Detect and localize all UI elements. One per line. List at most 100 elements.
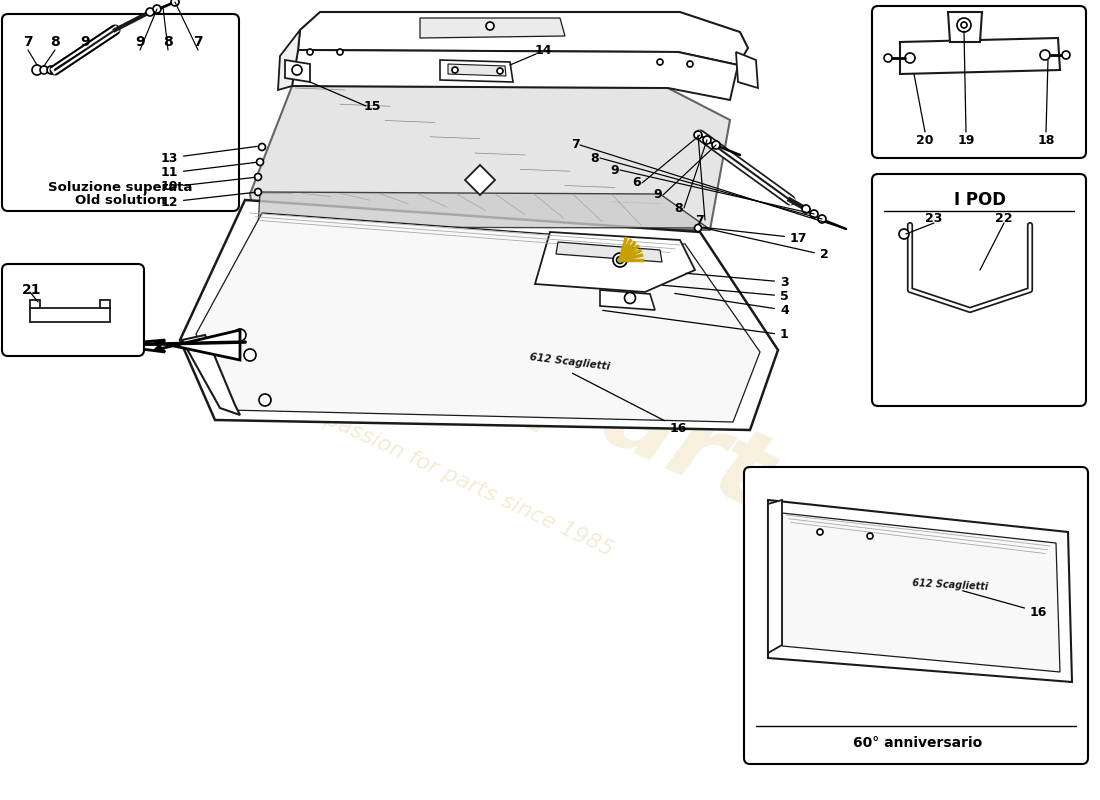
Text: 23: 23 (925, 211, 943, 225)
Circle shape (254, 174, 262, 181)
Polygon shape (900, 38, 1060, 74)
FancyBboxPatch shape (744, 467, 1088, 764)
Text: 8: 8 (674, 202, 683, 214)
Circle shape (452, 67, 458, 73)
Text: 13: 13 (161, 146, 257, 165)
Polygon shape (736, 52, 758, 88)
Circle shape (1040, 50, 1050, 60)
Circle shape (244, 349, 256, 361)
Circle shape (957, 18, 971, 32)
Circle shape (616, 257, 624, 263)
Polygon shape (535, 232, 695, 292)
Circle shape (256, 158, 264, 166)
Circle shape (1062, 51, 1070, 59)
Circle shape (486, 22, 494, 30)
Circle shape (170, 0, 179, 6)
Circle shape (40, 66, 48, 74)
Text: 2: 2 (703, 228, 828, 262)
Text: 5: 5 (663, 286, 789, 302)
Polygon shape (30, 308, 110, 322)
Circle shape (625, 293, 636, 303)
Circle shape (961, 22, 967, 28)
Polygon shape (100, 300, 110, 308)
Text: 10: 10 (161, 178, 255, 194)
Text: 612 Scaglietti: 612 Scaglietti (529, 352, 611, 372)
Text: 4: 4 (674, 294, 789, 317)
Circle shape (497, 68, 503, 74)
Polygon shape (196, 213, 760, 422)
Circle shape (258, 143, 265, 150)
Circle shape (703, 136, 711, 144)
Circle shape (153, 5, 161, 13)
Polygon shape (180, 200, 778, 430)
Circle shape (817, 529, 823, 535)
Circle shape (47, 66, 55, 74)
Polygon shape (600, 290, 654, 310)
Text: 20: 20 (916, 134, 934, 146)
Text: 7: 7 (571, 138, 580, 151)
Polygon shape (440, 60, 513, 82)
Polygon shape (782, 513, 1060, 672)
Circle shape (234, 329, 246, 341)
Text: 21: 21 (22, 283, 42, 297)
Polygon shape (420, 18, 565, 38)
Text: 22: 22 (996, 211, 1013, 225)
Text: 9: 9 (80, 35, 90, 49)
Polygon shape (768, 500, 782, 653)
FancyBboxPatch shape (872, 174, 1086, 406)
Text: 9: 9 (653, 189, 662, 202)
FancyBboxPatch shape (872, 6, 1086, 158)
Text: 14: 14 (535, 43, 552, 57)
Text: 9: 9 (610, 163, 619, 177)
Circle shape (867, 533, 873, 539)
Text: 8: 8 (591, 151, 600, 165)
Text: 16: 16 (962, 590, 1047, 618)
Polygon shape (285, 60, 310, 82)
Polygon shape (768, 500, 1072, 682)
Text: 8: 8 (163, 35, 173, 49)
Circle shape (307, 49, 314, 55)
Polygon shape (465, 165, 495, 195)
Polygon shape (250, 86, 730, 230)
Text: europarts: europarts (278, 222, 843, 558)
Text: 15: 15 (363, 99, 381, 113)
Text: 7: 7 (194, 35, 202, 49)
Text: 60° anniversario: 60° anniversario (854, 736, 982, 750)
FancyBboxPatch shape (2, 264, 144, 356)
Text: 1: 1 (603, 310, 789, 342)
Circle shape (657, 59, 663, 65)
Polygon shape (556, 242, 662, 262)
Text: 9: 9 (135, 35, 145, 49)
Circle shape (712, 141, 720, 149)
Polygon shape (448, 64, 506, 76)
Polygon shape (298, 12, 748, 65)
Polygon shape (292, 50, 738, 100)
Circle shape (818, 215, 826, 223)
Circle shape (694, 131, 702, 139)
Text: Old solution: Old solution (75, 194, 165, 207)
Circle shape (905, 53, 915, 63)
Text: 8: 8 (51, 35, 59, 49)
Polygon shape (30, 300, 40, 308)
Circle shape (899, 229, 909, 239)
Text: 612 Scaglietti: 612 Scaglietti (912, 578, 988, 592)
Text: 7: 7 (695, 214, 704, 226)
Circle shape (32, 65, 42, 75)
Circle shape (292, 65, 302, 75)
Text: 18: 18 (1037, 134, 1055, 146)
Polygon shape (258, 192, 708, 228)
Text: 7: 7 (23, 35, 33, 49)
Circle shape (884, 54, 892, 62)
Polygon shape (110, 330, 240, 360)
Text: 3: 3 (685, 274, 789, 289)
Text: 12: 12 (161, 192, 255, 209)
Text: 11: 11 (161, 162, 256, 179)
Polygon shape (948, 12, 982, 42)
Text: 19: 19 (957, 134, 975, 146)
Text: 16: 16 (572, 374, 688, 434)
Circle shape (688, 61, 693, 67)
Text: 17: 17 (703, 227, 807, 245)
Circle shape (258, 394, 271, 406)
Text: a passion for parts since 1985: a passion for parts since 1985 (304, 400, 617, 560)
Text: I POD: I POD (954, 191, 1007, 209)
